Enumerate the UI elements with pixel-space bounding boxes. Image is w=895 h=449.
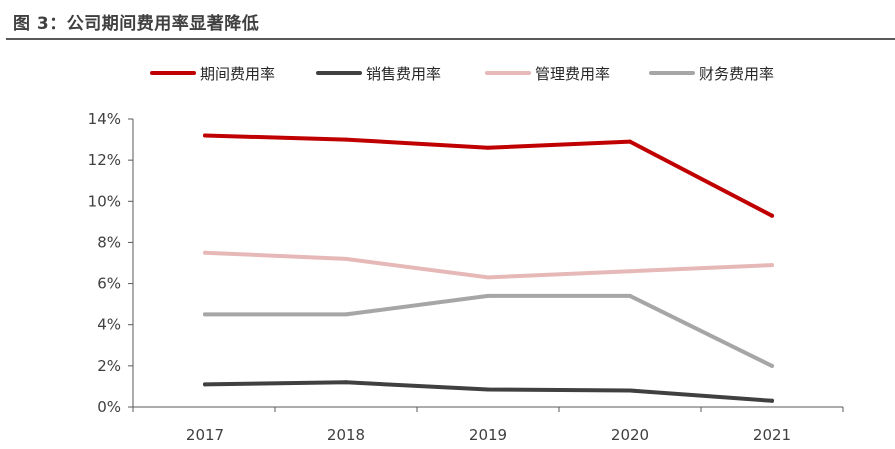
legend-label: 销售费用率	[366, 65, 441, 83]
legend-label: 财务费用率	[699, 65, 774, 83]
chart-axes: 0% 2% 4% 6% 8% 10% 12% 14% 2017 2018 2019 2020 2021	[88, 110, 844, 444]
x-tick-label: 2021	[753, 426, 791, 444]
data-point	[770, 213, 774, 218]
series-line-4	[203, 293, 774, 368]
data-point	[486, 293, 490, 298]
data-point	[203, 382, 207, 387]
series-line-3	[203, 250, 774, 280]
y-tick-label: 4%	[97, 316, 121, 334]
data-point	[344, 256, 348, 261]
data-point	[344, 312, 348, 317]
data-point	[770, 363, 774, 368]
y-tick-label: 12%	[88, 151, 121, 169]
series-line-2	[203, 380, 774, 403]
figure-title: 图 3：公司期间费用率显著降低	[13, 14, 260, 34]
data-point	[486, 387, 490, 392]
title-divider	[6, 38, 895, 40]
data-point	[203, 312, 207, 317]
data-point	[628, 269, 632, 274]
data-point	[628, 388, 632, 393]
x-tick-label: 2019	[469, 426, 507, 444]
data-point	[486, 145, 490, 150]
x-tick-label: 2020	[611, 426, 649, 444]
x-tick-label: 2018	[327, 426, 365, 444]
y-tick-label: 2%	[97, 357, 121, 375]
data-point	[203, 133, 207, 138]
data-point	[344, 380, 348, 385]
y-tick-label: 8%	[97, 233, 121, 251]
data-point	[770, 263, 774, 268]
y-tick-label: 10%	[88, 192, 121, 210]
data-point	[486, 275, 490, 280]
data-point	[628, 139, 632, 144]
y-tick-label: 0%	[97, 398, 121, 416]
data-point	[628, 293, 632, 298]
x-tick-label: 2017	[186, 426, 224, 444]
legend-label: 管理费用率	[535, 65, 610, 83]
data-point	[203, 250, 207, 255]
chart-legend: 期间费用率 销售费用率 管理费用率 财务费用率	[150, 65, 774, 83]
chart-series	[203, 133, 774, 403]
y-tick-label: 14%	[88, 110, 121, 128]
legend-label: 期间费用率	[200, 65, 275, 83]
y-tick-label: 6%	[97, 275, 121, 293]
data-point	[770, 398, 774, 403]
data-point	[344, 137, 348, 142]
